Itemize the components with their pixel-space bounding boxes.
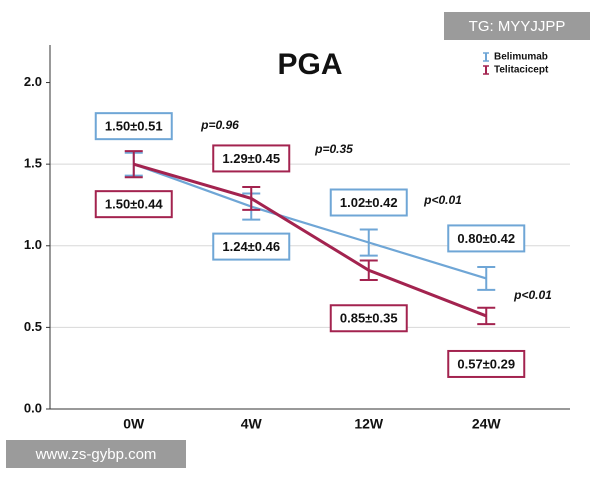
annotation: p=0.96	[200, 118, 239, 132]
chart-title: PGA	[277, 48, 342, 81]
value-label: 1.50±0.44	[105, 197, 164, 212]
value-label: 0.80±0.42	[457, 231, 515, 246]
value-label: 1.29±0.45	[222, 151, 280, 166]
annotation: p<0.01	[513, 288, 552, 302]
value-label: 0.85±0.35	[340, 311, 398, 326]
y-tick-label: 0.0	[24, 400, 42, 415]
label-box	[447, 224, 526, 253]
x-tick-label: 4W	[241, 416, 263, 432]
x-tick-label: 24W	[472, 416, 502, 432]
x-tick-label: 0W	[123, 416, 145, 432]
y-tick-label: 1.0	[24, 237, 42, 252]
value-label: 0.57±0.29	[457, 356, 515, 371]
label-box	[329, 304, 408, 333]
y-tick-label: 0.5	[24, 319, 42, 334]
series-line	[133, 163, 487, 280]
label-box	[212, 144, 291, 173]
legend-label: Telitacicept	[494, 65, 549, 76]
watermark: www.zs-gybp.com	[35, 446, 157, 463]
watermark: TG: MYYJJPP	[469, 18, 566, 35]
y-tick-label: 2.0	[24, 74, 42, 89]
annotation: p<0.01	[423, 193, 462, 207]
label-box	[212, 232, 291, 261]
value-label: 1.24±0.46	[222, 239, 280, 254]
annotation: p=0.35	[314, 142, 353, 156]
label-box	[94, 112, 173, 141]
watermark-box	[444, 12, 590, 40]
label-box	[329, 188, 408, 217]
watermark-box	[6, 440, 186, 468]
label-box	[447, 349, 526, 378]
legend-label: Belimumab	[494, 52, 548, 63]
label-box	[94, 190, 173, 219]
series-line	[133, 162, 487, 318]
value-label: 1.50±0.51	[105, 119, 163, 134]
x-tick-label: 12W	[354, 416, 384, 432]
y-tick-label: 1.5	[24, 156, 42, 171]
value-label: 1.02±0.42	[340, 195, 398, 210]
